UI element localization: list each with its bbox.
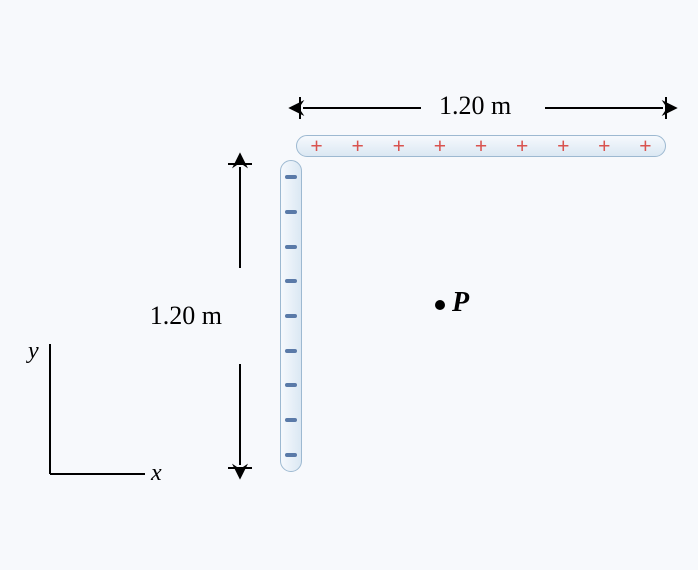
coordinate-axes (0, 0, 698, 570)
axis-y-label: y (28, 338, 39, 365)
diagram-canvas: +++++++++1.20 m1.20 mPyx (0, 0, 698, 570)
axis-x-label: x (151, 460, 162, 487)
